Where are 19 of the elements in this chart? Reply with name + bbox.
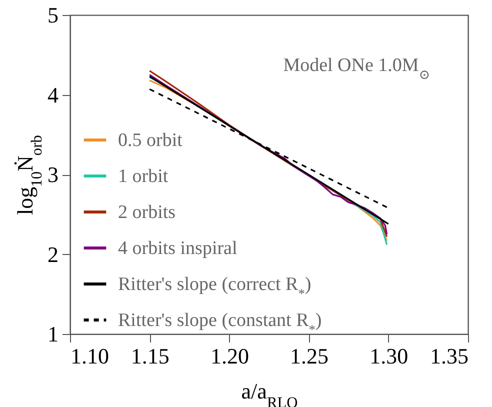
legend-label: 2 orbits [118,202,176,223]
x-tick-label: 1.20 [210,344,249,368]
legend-label: Ritter's slope (constant R$_{*}$) [118,310,322,336]
annotation: Model ONe 1.0M$_{⊙}$ [283,55,430,82]
legend-label: 4 orbits inspiral [118,238,238,259]
legend-label: 0.5 orbit [118,130,184,151]
y-tick-label: 4 [48,82,58,108]
legend-label: Ritter's slope (correct R$_{*}$) [118,274,312,300]
y-tick-label: 5 [48,2,58,28]
y-tick-label: 3 [48,162,58,187]
x-tick-label: 1.30 [370,344,408,368]
legend-label: 1 orbit [118,166,169,187]
x-axis-title: a/a$_{RLO}$ [241,378,298,407]
y-tick-label: 2 [48,242,58,267]
x-tick-label: 1.10 [70,344,109,368]
y-tick-label: 1 [48,322,58,346]
x-tick-label: 1.35 [430,344,468,368]
x-tick-label: 1.15 [130,344,170,368]
x-tick-label: 1.25 [290,344,329,368]
